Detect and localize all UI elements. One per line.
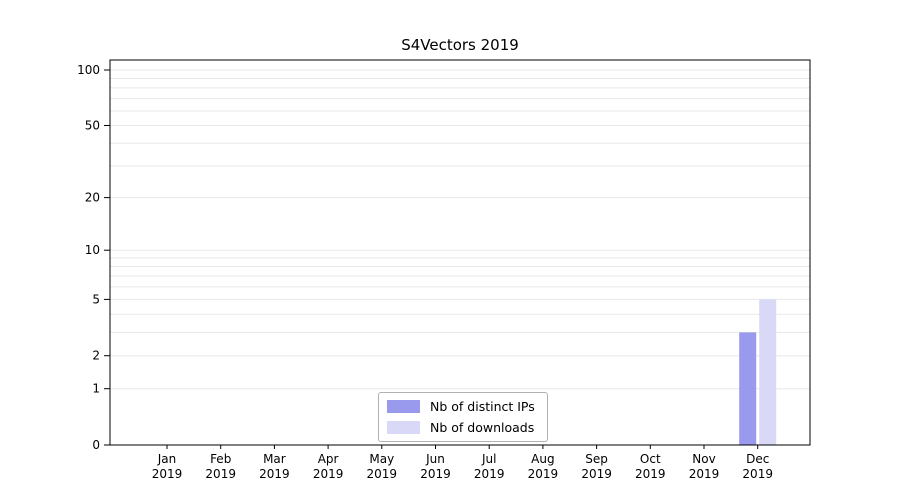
x-tick-label-year: 2019: [420, 467, 451, 481]
y-tick-label: 100: [77, 63, 100, 77]
y-tick-label: 0: [92, 438, 100, 452]
legend-label-downloads: Nb of downloads: [430, 420, 535, 435]
x-tick-label-month: Aug: [531, 452, 554, 466]
legend-label-distinct-ips: Nb of distinct IPs: [430, 399, 535, 414]
y-tick-label: 1: [92, 382, 100, 396]
x-tick-label-month: May: [369, 452, 394, 466]
x-tick-label-year: 2019: [152, 467, 183, 481]
x-tick-label-year: 2019: [474, 467, 505, 481]
legend-swatch-downloads: [387, 421, 420, 434]
x-tick-label-month: Feb: [210, 452, 231, 466]
legend-row-distinct-ips: Nb of distinct IPs: [387, 399, 535, 414]
x-tick-label-month: Sep: [585, 452, 608, 466]
x-tick-label-year: 2019: [742, 467, 773, 481]
x-tick-label-month: Oct: [640, 452, 661, 466]
y-tick-label: 50: [85, 119, 100, 133]
x-tick-label-year: 2019: [528, 467, 559, 481]
x-tick-label-year: 2019: [689, 467, 720, 481]
bar-downloads: [759, 299, 777, 445]
x-tick-label-year: 2019: [581, 467, 612, 481]
y-tick-label: 10: [85, 243, 100, 257]
y-tick-label: 20: [85, 191, 100, 205]
legend-swatch-distinct-ips: [387, 400, 420, 413]
x-tick-label-year: 2019: [205, 467, 236, 481]
chart-title: S4Vectors 2019: [401, 36, 519, 54]
legend: Nb of distinct IPs Nb of downloads: [378, 392, 548, 442]
legend-row-downloads: Nb of downloads: [387, 420, 535, 435]
x-tick-label-month: Jul: [481, 452, 496, 466]
bar-distinct-ips: [739, 332, 757, 445]
plot-border: [109, 59, 811, 446]
x-tick-label-year: 2019: [635, 467, 666, 481]
x-tick-label-month: Dec: [746, 452, 769, 466]
x-tick-label-year: 2019: [367, 467, 398, 481]
x-tick-label-month: Apr: [318, 452, 339, 466]
y-tick-label: 5: [92, 292, 100, 306]
x-tick-label-month: Jan: [157, 452, 177, 466]
y-tick-label: 2: [92, 349, 100, 363]
x-tick-label-month: Jun: [425, 452, 445, 466]
x-tick-label-month: Mar: [263, 452, 286, 466]
x-tick-label-month: Nov: [692, 452, 715, 466]
x-tick-label-year: 2019: [313, 467, 344, 481]
x-tick-label-year: 2019: [259, 467, 290, 481]
